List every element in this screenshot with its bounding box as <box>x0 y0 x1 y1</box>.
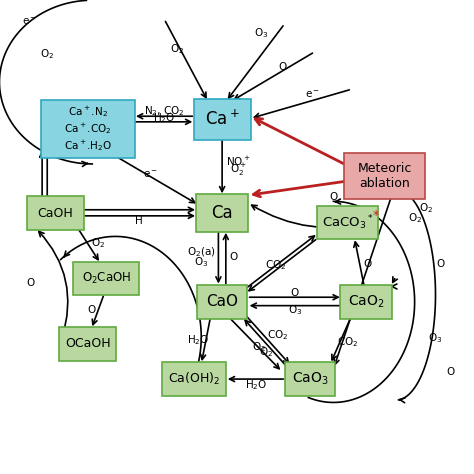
Text: H$_2$O: H$_2$O <box>153 112 175 126</box>
Text: e$^-$: e$^-$ <box>305 89 320 100</box>
Text: O: O <box>278 62 287 72</box>
Text: *: * <box>373 209 379 222</box>
FancyBboxPatch shape <box>344 153 425 199</box>
Text: O: O <box>87 305 95 315</box>
Text: O: O <box>229 253 238 263</box>
Text: O$_3$: O$_3$ <box>428 331 443 345</box>
FancyBboxPatch shape <box>193 100 251 140</box>
Text: CO$_2$: CO$_2$ <box>265 258 287 273</box>
Text: O$_2$: O$_2$ <box>170 43 184 56</box>
Text: O$_2$CaOH: O$_2$CaOH <box>82 271 131 286</box>
FancyBboxPatch shape <box>317 206 378 239</box>
Text: H$_2$O: H$_2$O <box>187 333 209 347</box>
FancyBboxPatch shape <box>162 363 226 396</box>
Text: O: O <box>446 367 455 377</box>
Text: H: H <box>135 217 143 227</box>
Text: O$_3$: O$_3$ <box>255 26 269 40</box>
Text: H$_2$O: H$_2$O <box>245 378 267 392</box>
Text: e$^-$: e$^-$ <box>143 169 158 180</box>
Text: O: O <box>363 259 372 270</box>
FancyBboxPatch shape <box>196 194 248 232</box>
Text: Ca$^+$: Ca$^+$ <box>205 110 239 129</box>
FancyBboxPatch shape <box>285 363 335 396</box>
Text: O$_2$: O$_2$ <box>408 211 422 225</box>
Text: Ca: Ca <box>211 204 233 222</box>
Text: CO$_2$: CO$_2$ <box>337 336 358 349</box>
FancyBboxPatch shape <box>73 262 139 295</box>
Text: O$_3$: O$_3$ <box>288 303 302 317</box>
Text: O: O <box>291 288 299 298</box>
Text: Ca(OH)$_2$: Ca(OH)$_2$ <box>168 371 220 387</box>
Text: O: O <box>329 191 337 201</box>
FancyBboxPatch shape <box>59 328 116 361</box>
Text: OCaOH: OCaOH <box>65 337 110 350</box>
FancyBboxPatch shape <box>340 285 392 319</box>
Text: O$_2$: O$_2$ <box>40 47 55 61</box>
Text: CaOH: CaOH <box>37 207 73 219</box>
FancyBboxPatch shape <box>40 100 135 158</box>
Text: N$_2$, CO$_2$: N$_2$, CO$_2$ <box>144 104 184 118</box>
Text: CO$_2$: CO$_2$ <box>267 328 289 342</box>
Text: e$^-$: e$^-$ <box>22 16 37 27</box>
Text: CaO$_2$: CaO$_2$ <box>348 294 384 310</box>
Text: CaO$_3$: CaO$_3$ <box>292 371 328 387</box>
Text: O$_2$: O$_2$ <box>252 340 266 354</box>
Text: O$_2^+$: O$_2^+$ <box>230 162 247 178</box>
Text: NO$^+$: NO$^+$ <box>226 155 251 168</box>
Text: O$_3$: O$_3$ <box>194 255 209 269</box>
Text: Meteoric
ablation: Meteoric ablation <box>357 162 411 190</box>
Text: O$_2$: O$_2$ <box>91 237 105 250</box>
Text: O: O <box>27 278 35 288</box>
Text: O: O <box>436 259 444 270</box>
Text: O$_2$: O$_2$ <box>259 345 273 359</box>
Text: Ca$^+$.N$_2$
Ca$^+$.CO$_2$
Ca$^+$.H$_2$O: Ca$^+$.N$_2$ Ca$^+$.CO$_2$ Ca$^+$.H$_2$O <box>64 104 112 154</box>
FancyBboxPatch shape <box>27 196 83 229</box>
Text: CaCO$_3$$^*$: CaCO$_3$$^*$ <box>321 213 373 232</box>
Text: O$_2$(a): O$_2$(a) <box>187 245 216 259</box>
Text: O$_2$: O$_2$ <box>419 201 433 215</box>
FancyBboxPatch shape <box>197 285 247 319</box>
Text: CaO: CaO <box>206 294 238 310</box>
